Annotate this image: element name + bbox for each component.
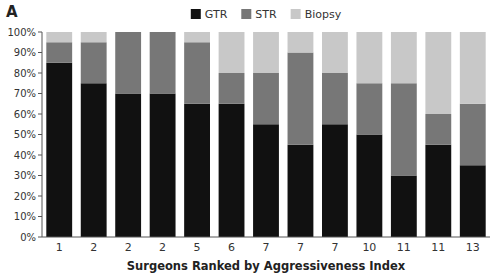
- y-tick-label: 50%: [14, 129, 36, 140]
- bar: [391, 83, 417, 175]
- bars: [46, 32, 485, 237]
- legend-item: GTR: [191, 8, 228, 21]
- bar: [356, 135, 382, 238]
- bar: [288, 53, 314, 145]
- x-tick-label: 10: [362, 241, 376, 254]
- bar: [253, 73, 279, 124]
- legend-item: Biopsy: [291, 8, 342, 21]
- bar: [425, 114, 451, 145]
- bar: [184, 32, 210, 42]
- legend-label: GTR: [205, 8, 228, 21]
- bar: [184, 42, 210, 104]
- y-tick-label: 0%: [20, 232, 36, 243]
- y-tick: [38, 73, 42, 74]
- bar: [288, 145, 314, 237]
- y-tick: [38, 175, 42, 176]
- x-tick-label: 2: [90, 241, 97, 254]
- legend-label: Biopsy: [305, 8, 342, 21]
- bar: [150, 32, 176, 94]
- bar: [150, 94, 176, 238]
- bar: [460, 32, 486, 104]
- bar: [253, 124, 279, 237]
- bar: [150, 32, 176, 33]
- bar: [219, 32, 245, 73]
- bar: [391, 176, 417, 238]
- bar: [115, 32, 141, 94]
- y-tick-label: 10%: [14, 211, 36, 222]
- y-tick: [38, 196, 42, 197]
- y-tick: [38, 216, 42, 217]
- bar: [81, 42, 107, 83]
- x-tick-label: 2: [159, 241, 166, 254]
- y-tick: [38, 114, 42, 115]
- x-axis-label: Surgeons Ranked by Aggressiveness Index: [127, 259, 406, 273]
- legend-swatch: [291, 9, 301, 19]
- y-tick: [38, 52, 42, 53]
- bar: [46, 42, 72, 63]
- y-tick: [38, 155, 42, 156]
- x-tick-label: 6: [228, 241, 235, 254]
- bar: [219, 104, 245, 237]
- title: A: [6, 3, 18, 21]
- bar: [425, 145, 451, 237]
- bar: [460, 165, 486, 237]
- y-axis-line: [42, 32, 43, 237]
- bar: [460, 104, 486, 166]
- bar: [115, 94, 141, 238]
- bar: [184, 104, 210, 237]
- legend: GTR STR Biopsy: [191, 8, 342, 21]
- x-axis: 1 2 2 2 5 6 7 7 7 10 11 11 13: [42, 237, 490, 254]
- bar: [115, 32, 141, 33]
- chart: A 0% 10% 20% 30% 40% 50% 60% 70% 80% 90% 100% 1 2 2 2 5 6…: [0, 0, 500, 277]
- legend-swatch: [241, 9, 251, 19]
- y-tick-label: 70%: [14, 88, 36, 99]
- bar: [219, 73, 245, 104]
- x-axis-line: [42, 237, 490, 238]
- x-tick-label: 7: [331, 241, 338, 254]
- y-axis: 0% 10% 20% 30% 40% 50% 60% 70% 80% 90% 100%: [7, 27, 42, 243]
- bar: [391, 32, 417, 83]
- x-tick-label: 7: [297, 241, 304, 254]
- bar: [253, 32, 279, 73]
- legend-swatch: [191, 9, 201, 19]
- legend-label: STR: [255, 8, 277, 21]
- y-tick-label: 40%: [14, 150, 36, 161]
- bar: [81, 32, 107, 42]
- bar: [81, 83, 107, 237]
- x-tick-label: 7: [263, 241, 270, 254]
- x-tick-label: 11: [397, 241, 411, 254]
- y-tick-label: 30%: [14, 170, 36, 181]
- y-tick: [38, 134, 42, 135]
- bar: [46, 63, 72, 237]
- x-tick-label: 2: [125, 241, 132, 254]
- bar: [46, 32, 72, 42]
- x-tick-label: 13: [466, 241, 480, 254]
- bar: [356, 83, 382, 134]
- bar: [322, 124, 348, 237]
- y-tick: [38, 237, 42, 238]
- bar: [322, 32, 348, 73]
- bar: [425, 32, 451, 114]
- y-tick-label: 90%: [14, 47, 36, 58]
- x-tick-label: 11: [431, 241, 445, 254]
- legend-item: STR: [241, 8, 277, 21]
- bar: [356, 32, 382, 83]
- y-tick-label: 80%: [14, 68, 36, 79]
- y-tick-label: 100%: [7, 27, 36, 38]
- bar: [288, 32, 314, 53]
- y-tick: [38, 93, 42, 94]
- x-tick-label: 5: [194, 241, 201, 254]
- x-tick-label: 1: [56, 241, 63, 254]
- y-tick-label: 60%: [14, 109, 36, 120]
- bar: [322, 73, 348, 124]
- y-tick: [38, 32, 42, 33]
- y-tick-label: 20%: [14, 191, 36, 202]
